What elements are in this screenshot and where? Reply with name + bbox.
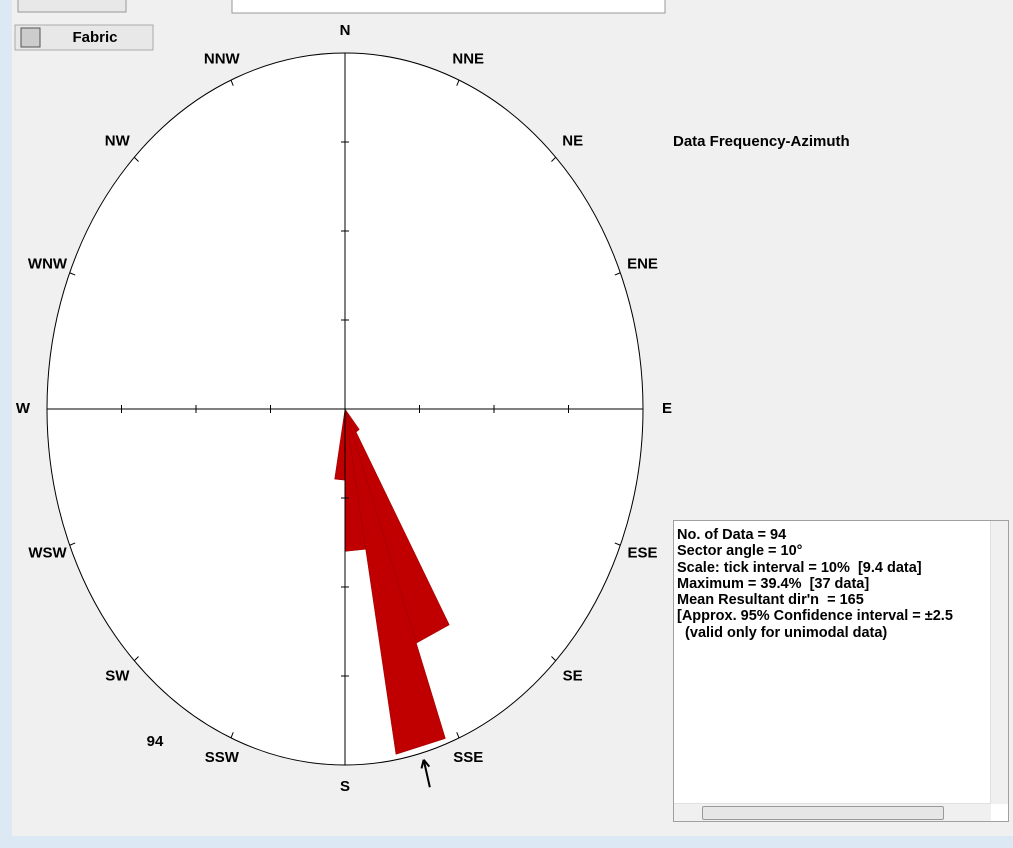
count-label: 94 [147,733,164,750]
direction-tick [133,156,139,162]
info-line: (valid only for unimodal data) [677,624,888,641]
direction-label: ENE [627,255,658,272]
scroll-thumb[interactable] [702,806,944,820]
frame-edge [0,836,1013,848]
direction-tick [69,542,76,546]
mean-arrow [422,759,431,788]
frame-edge [0,0,12,848]
petal [344,408,446,755]
direction-tick [456,732,460,739]
direction-label: ESE [627,545,657,562]
direction-label: W [16,400,31,417]
button-icon [20,27,41,48]
direction-label: E [662,400,672,417]
info-line: Scale: tick interval = 10% [9.4 data] [677,559,922,576]
h-scrollbar[interactable] [674,803,991,821]
info-line: Maximum = 39.4% [37 data] [677,575,870,592]
direction-label: SSE [453,749,483,766]
info-text: No. of Data = 94 Sector angle = 10° Scale:… [677,527,990,803]
direction-tick [551,156,557,162]
direction-tick [456,79,460,86]
direction-label: N [340,22,351,39]
direction-tick [551,656,557,662]
direction-tick [230,732,234,739]
direction-tick [614,272,621,276]
tab-fragment [17,0,127,13]
info-box: No. of Data = 94 Sector angle = 10° Scale:… [673,520,1009,822]
direction-tick [69,272,76,276]
tab-fragment [231,0,666,14]
info-line: Sector angle = 10° [677,543,803,560]
direction-label: SSW [205,749,240,766]
direction-tick [133,656,139,662]
info-line: Mean Resultant dir'n = 165 [677,592,864,609]
direction-tick [614,542,621,546]
direction-label: WNW [28,255,68,272]
direction-label: SW [105,667,130,684]
direction-label: S [340,778,350,795]
info-line: [Approx. 95% Confidence interval = ±2.5 [677,608,953,625]
arrow-head [420,759,431,769]
direction-label: NNW [204,51,241,68]
v-scrollbar[interactable] [990,521,1008,804]
direction-label: NW [105,133,131,150]
direction-label: NNE [452,51,484,68]
direction-label: WSW [28,545,67,562]
info-line: No. of Data = 94 [677,527,787,543]
direction-label: NE [562,133,583,150]
chart-title: Data Frequency-Azimuth [673,133,850,150]
button-label: Fabric [72,29,117,46]
direction-tick [230,79,234,86]
direction-label: SE [563,667,583,684]
